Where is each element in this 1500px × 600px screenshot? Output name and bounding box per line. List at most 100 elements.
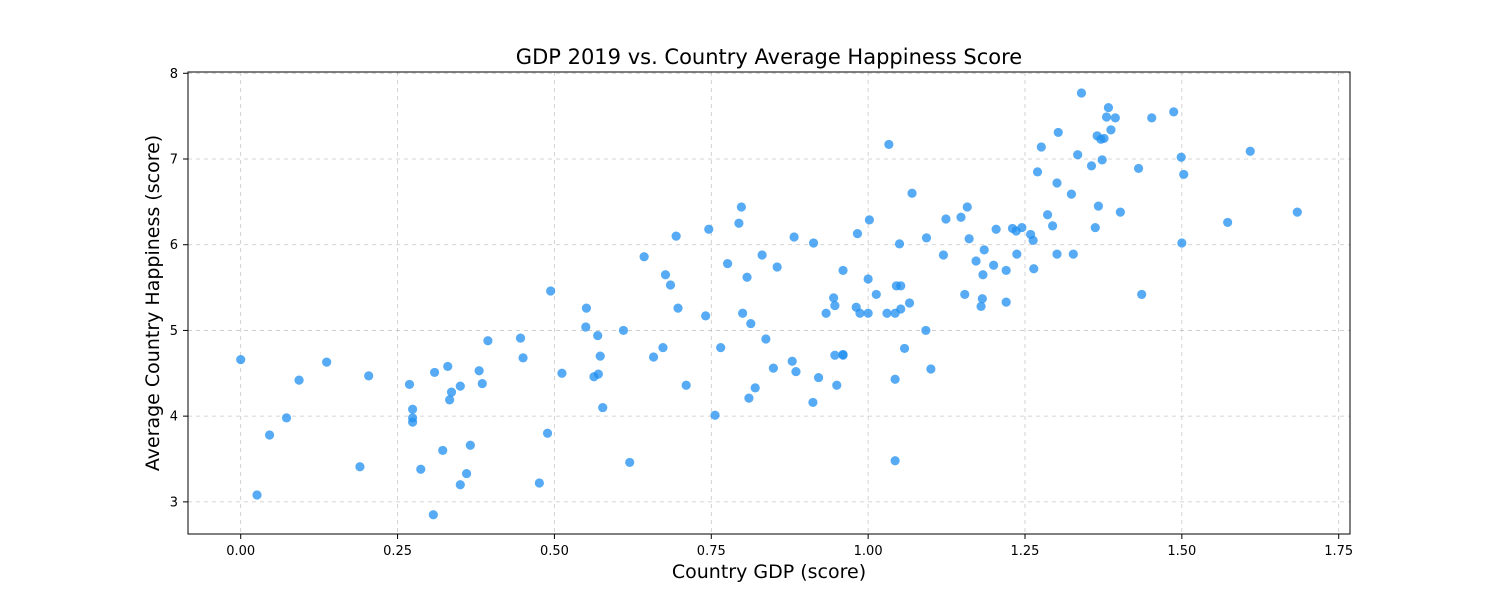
data-point — [890, 374, 900, 384]
data-point — [404, 379, 415, 390]
data-point — [455, 480, 465, 490]
data-point — [518, 353, 528, 363]
data-point — [515, 333, 526, 343]
data-point — [1090, 222, 1100, 233]
data-point — [1052, 178, 1062, 188]
data-point — [474, 366, 484, 376]
data-point — [830, 350, 840, 360]
y-tick-label: 4 — [170, 410, 178, 425]
data-point — [1012, 249, 1022, 259]
data-point — [808, 238, 819, 248]
data-point — [483, 336, 493, 346]
data-point — [863, 274, 873, 284]
x-tick-label: 1.50 — [1167, 544, 1196, 559]
data-point — [546, 286, 556, 296]
data-point — [1052, 249, 1062, 259]
data-point — [808, 397, 818, 408]
data-point — [364, 371, 374, 381]
data-point — [830, 300, 840, 311]
data-point — [960, 289, 970, 300]
data-point — [1028, 235, 1038, 246]
data-point — [1036, 142, 1046, 152]
data-point — [1001, 265, 1011, 276]
data-point — [971, 256, 981, 266]
data-point — [355, 462, 365, 472]
data-point — [813, 372, 824, 383]
data-point — [264, 430, 275, 440]
data-point — [1103, 102, 1114, 113]
data-point — [744, 393, 754, 403]
data-point — [1137, 289, 1147, 300]
data-point — [648, 352, 659, 362]
data-point — [838, 349, 848, 360]
data-point — [704, 224, 714, 234]
data-point — [1086, 161, 1097, 171]
ticks-layer: 0.00 0.25 0.50 0.75 1.00 1.25 1.50 1.75 3 4 5 6 7 8 — [170, 67, 1353, 559]
y-tick-label: 6 — [170, 238, 178, 253]
x-tick-label: 1.75 — [1324, 544, 1353, 559]
x-tick-label: 0.50 — [540, 544, 569, 559]
data-point — [829, 293, 839, 303]
data-point — [976, 301, 986, 312]
data-point — [871, 289, 881, 300]
data-point — [639, 252, 649, 262]
data-point — [1076, 88, 1087, 98]
y-axis-label: Average Country Happiness (score) — [142, 135, 164, 471]
data-point — [625, 457, 635, 468]
data-point — [746, 318, 756, 329]
data-point — [428, 510, 438, 520]
data-point — [665, 280, 676, 290]
chart-title: GDP 2019 vs. Country Average Happiness S… — [516, 45, 1022, 69]
data-point — [1068, 249, 1078, 259]
data-point — [716, 342, 726, 353]
data-point — [322, 357, 332, 367]
data-point — [738, 308, 748, 318]
y-tick-label: 8 — [170, 67, 178, 82]
data-point — [734, 218, 744, 228]
data-point — [821, 308, 831, 318]
data-point — [1169, 107, 1179, 117]
data-point — [977, 294, 987, 304]
data-point — [979, 245, 989, 255]
data-point — [921, 325, 931, 336]
x-tick-label: 1.00 — [854, 544, 883, 559]
y-tick-label: 7 — [170, 153, 178, 168]
data-point — [1047, 221, 1058, 231]
x-tick-label: 0.00 — [226, 544, 255, 559]
data-point — [461, 468, 472, 479]
data-point — [1099, 133, 1109, 144]
data-point — [542, 428, 553, 438]
data-point — [598, 402, 608, 413]
data-point — [768, 363, 778, 373]
data-point — [281, 413, 292, 423]
data-point — [660, 270, 671, 280]
data-point — [1073, 150, 1083, 160]
data-point — [581, 322, 591, 332]
data-point — [1176, 152, 1186, 162]
data-point — [581, 303, 592, 313]
data-point — [1133, 163, 1144, 174]
data-point — [894, 239, 905, 249]
data-point — [791, 366, 801, 377]
data-point — [416, 464, 426, 474]
data-point — [736, 202, 746, 212]
data-point — [991, 224, 1001, 234]
data-point — [658, 342, 668, 353]
data-point — [445, 395, 455, 405]
data-point — [593, 369, 603, 379]
points-layer — [236, 88, 1302, 520]
data-point — [1101, 112, 1112, 122]
data-point — [1017, 222, 1027, 233]
data-point — [789, 232, 799, 242]
data-point — [1177, 238, 1187, 248]
data-point — [408, 404, 418, 414]
data-point — [593, 330, 603, 341]
data-point — [757, 250, 767, 260]
data-point — [962, 202, 972, 212]
data-point — [477, 378, 487, 389]
data-point — [750, 383, 760, 393]
data-point — [890, 456, 900, 466]
data-point — [671, 231, 681, 241]
x-tick-label: 0.25 — [383, 544, 412, 559]
